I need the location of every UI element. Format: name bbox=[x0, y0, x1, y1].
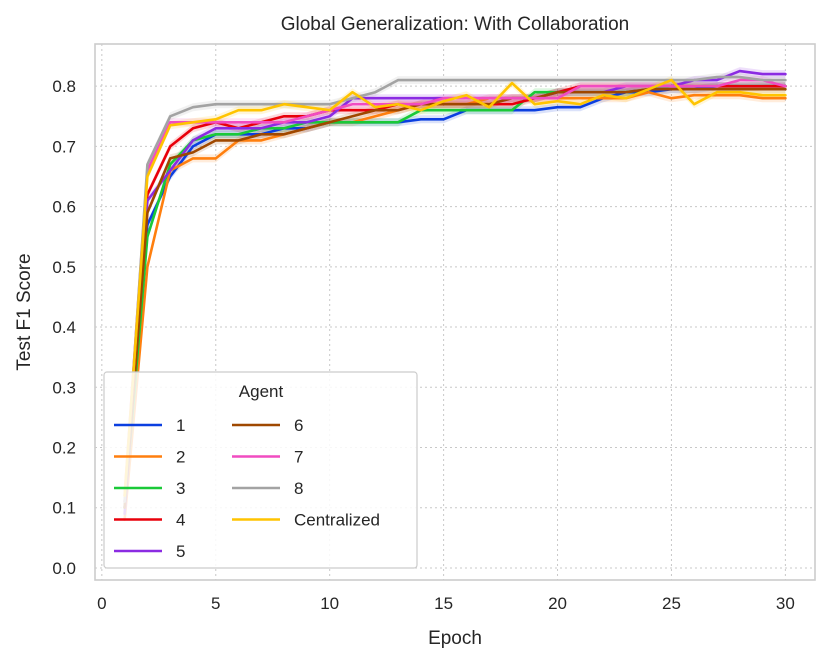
legend-label: 1 bbox=[176, 416, 185, 435]
chart-title: Global Generalization: With Collaboratio… bbox=[281, 14, 630, 35]
legend-label: 2 bbox=[176, 448, 185, 467]
y-tick-label: 0.0 bbox=[52, 559, 76, 578]
series-line bbox=[123, 78, 787, 498]
series-line bbox=[123, 75, 787, 504]
y-axis-label: Test F1 Score bbox=[14, 253, 35, 370]
x-tick-label: 30 bbox=[776, 594, 795, 613]
legend-label: Centralized bbox=[294, 511, 380, 530]
x-tick-label: 5 bbox=[211, 594, 220, 613]
series-lines bbox=[123, 69, 787, 522]
series-line bbox=[123, 87, 787, 510]
y-tick-label: 0.8 bbox=[52, 77, 76, 96]
y-tick-label: 0.2 bbox=[52, 439, 76, 458]
x-tick-label: 15 bbox=[434, 594, 453, 613]
legend-label: 5 bbox=[176, 542, 185, 561]
y-tick-label: 0.3 bbox=[52, 378, 76, 397]
x-tick-label: 20 bbox=[548, 594, 567, 613]
legend-label: 7 bbox=[294, 448, 303, 467]
y-tick-labels: 0.0 0.1 0.2 0.3 0.4 0.5 0.6 0.7 0.8 bbox=[52, 77, 76, 578]
y-tick-label: 0.1 bbox=[52, 499, 76, 518]
legend-title: Agent bbox=[239, 382, 284, 401]
x-axis-label: Epoch bbox=[428, 628, 482, 649]
legend-items: 1 2 3 4 5 6 7 8 Centralized bbox=[114, 416, 380, 561]
legend-label: 3 bbox=[176, 479, 185, 498]
legend-label: 8 bbox=[294, 479, 303, 498]
x-tick-labels: 0 5 10 15 20 25 30 bbox=[97, 594, 795, 613]
legend-box bbox=[103, 371, 418, 569]
legend-label: 4 bbox=[176, 511, 185, 530]
legend: Agent 1 2 3 4 5 6 7 8 Centralized bbox=[103, 371, 418, 569]
confidence-bands bbox=[124, 67, 786, 524]
legend-label: 6 bbox=[294, 416, 303, 435]
y-tick-label: 0.4 bbox=[52, 318, 76, 337]
y-tick-label: 0.7 bbox=[52, 137, 76, 156]
y-tick-label: 0.5 bbox=[52, 258, 76, 277]
x-tick-label: 25 bbox=[662, 594, 681, 613]
series-band bbox=[124, 76, 786, 500]
plot-frame bbox=[94, 43, 816, 581]
x-tick-label: 10 bbox=[320, 594, 339, 613]
x-tick-label: 0 bbox=[97, 594, 106, 613]
y-tick-label: 0.6 bbox=[52, 198, 76, 217]
